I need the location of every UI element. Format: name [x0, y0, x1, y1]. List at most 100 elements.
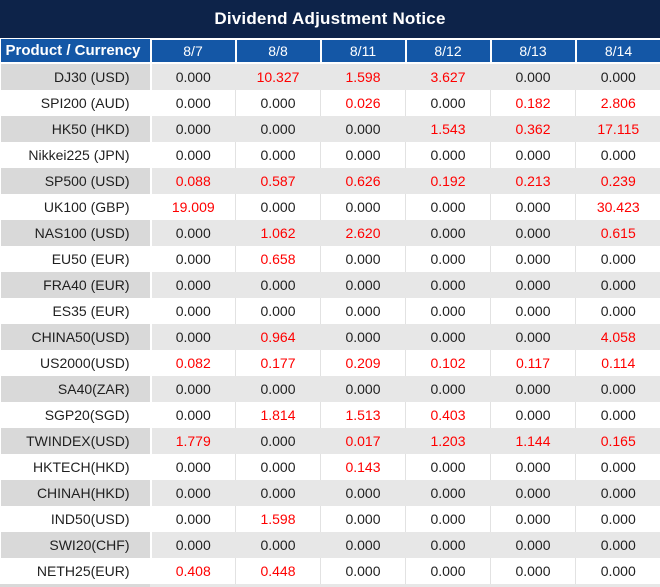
- value-cell: 0.615: [575, 220, 660, 246]
- value-cell: 0.964: [235, 324, 321, 350]
- value-cell: 0.117: [490, 350, 576, 376]
- value-cell: 0.000: [235, 142, 321, 168]
- value-cell: 0.000: [490, 194, 576, 220]
- value-cell: 0.209: [320, 350, 406, 376]
- value-cell: 0.000: [405, 506, 491, 532]
- value-cell: 0.143: [320, 454, 406, 480]
- value-cell: 0.088: [150, 168, 236, 194]
- column-header-date: 8/13: [489, 38, 576, 64]
- column-header-date: 8/14: [574, 38, 660, 64]
- product-cell: CHINAH(HKD): [0, 480, 152, 506]
- value-cell: 1.779: [150, 428, 236, 454]
- value-cell: 0.000: [575, 298, 660, 324]
- value-cell: 0.000: [405, 454, 491, 480]
- value-cell: 0.000: [150, 246, 236, 272]
- value-cell: 0.362: [490, 116, 576, 142]
- value-cell: 0.000: [150, 116, 236, 142]
- value-cell: 1.814: [235, 402, 321, 428]
- product-cell: TWINDEX(USD): [0, 428, 152, 454]
- value-cell: 0.000: [490, 246, 576, 272]
- value-cell: 0.000: [320, 298, 406, 324]
- product-cell: NAS100 (USD): [0, 220, 152, 246]
- value-cell: 4.058: [575, 324, 660, 350]
- value-cell: 0.000: [490, 272, 576, 298]
- table-row: US2000(USD) 0.082 0.177 0.209 0.102 0.117 0.11…: [0, 350, 660, 376]
- value-cell: 0.000: [575, 402, 660, 428]
- value-cell: 0.403: [405, 402, 491, 428]
- value-cell: 0.000: [405, 90, 491, 116]
- value-cell: 10.327: [235, 63, 321, 90]
- table-body: DJ30 (USD) 0.000 10.327 1.598 3.627 0.000 0.00…: [0, 63, 660, 584]
- table-row: FRA40 (EUR) 0.000 0.000 0.000 0.000 0.000 0.00…: [0, 272, 660, 298]
- value-cell: 1.513: [320, 402, 406, 428]
- value-cell: 0.000: [235, 298, 321, 324]
- value-cell: 0.114: [575, 350, 660, 376]
- value-cell: 0.000: [150, 272, 236, 298]
- value-cell: 0.182: [490, 90, 576, 116]
- value-cell: 0.000: [320, 246, 406, 272]
- product-cell: SGP20(SGD): [0, 402, 152, 428]
- value-cell: 0.000: [490, 220, 576, 246]
- value-cell: 0.000: [320, 506, 406, 532]
- product-cell: DJ30 (USD): [0, 63, 152, 90]
- value-cell: 0.000: [320, 558, 406, 584]
- column-header-date: 8/8: [234, 38, 321, 64]
- table-row: SA40(ZAR) 0.000 0.000 0.000 0.000 0.000 0.000: [0, 376, 660, 402]
- table-row: NAS100 (USD) 0.000 1.062 2.620 0.000 0.000 0.6…: [0, 220, 660, 246]
- value-cell: 0.000: [405, 324, 491, 350]
- value-cell: 0.213: [490, 168, 576, 194]
- product-cell: CHINA50(USD): [0, 324, 152, 350]
- table-row: IND50(USD) 0.000 1.598 0.000 0.000 0.000 0.000: [0, 506, 660, 532]
- value-cell: 0.000: [405, 298, 491, 324]
- value-cell: 0.000: [490, 298, 576, 324]
- value-cell: 1.203: [405, 428, 491, 454]
- value-cell: 0.000: [320, 376, 406, 402]
- value-cell: 0.587: [235, 168, 321, 194]
- value-cell: 0.000: [235, 116, 321, 142]
- value-cell: 0.000: [150, 142, 236, 168]
- value-cell: 0.000: [150, 454, 236, 480]
- value-cell: 0.000: [320, 480, 406, 506]
- value-cell: 0.000: [575, 142, 660, 168]
- value-cell: 1.144: [490, 428, 576, 454]
- value-cell: 0.000: [235, 532, 321, 558]
- bottom-sliver-product-cell: [0, 584, 150, 587]
- value-cell: 0.000: [235, 272, 321, 298]
- value-cell: 1.543: [405, 116, 491, 142]
- value-cell: 0.102: [405, 350, 491, 376]
- table-row: ES35 (EUR) 0.000 0.000 0.000 0.000 0.000 0.000: [0, 298, 660, 324]
- value-cell: 1.598: [320, 63, 406, 90]
- value-cell: 0.000: [575, 454, 660, 480]
- value-cell: 0.000: [490, 506, 576, 532]
- table-row: UK100 (GBP) 19.009 0.000 0.000 0.000 0.000 30.…: [0, 194, 660, 220]
- column-header-date: 8/11: [319, 38, 406, 64]
- table-row: Nikkei225 (JPN) 0.000 0.000 0.000 0.000 0.000…: [0, 142, 660, 168]
- table-row: EU50 (EUR) 0.000 0.658 0.000 0.000 0.000 0.000: [0, 246, 660, 272]
- table-row: TWINDEX(USD) 1.779 0.000 0.017 1.203 1.144 0.1…: [0, 428, 660, 454]
- value-cell: 0.082: [150, 350, 236, 376]
- notice-title-bar: Dividend Adjustment Notice: [0, 0, 660, 38]
- value-cell: 0.000: [320, 272, 406, 298]
- value-cell: 0.000: [490, 402, 576, 428]
- table-row: SGP20(SGD) 0.000 1.814 1.513 0.403 0.000 0.000: [0, 402, 660, 428]
- value-cell: 0.000: [150, 480, 236, 506]
- value-cell: 0.000: [405, 376, 491, 402]
- product-cell: ES35 (EUR): [0, 298, 152, 324]
- value-cell: 0.000: [150, 376, 236, 402]
- product-cell: SWI20(CHF): [0, 532, 152, 558]
- value-cell: 0.000: [150, 298, 236, 324]
- table-row: SPI200 (AUD) 0.000 0.000 0.026 0.000 0.182 2.8…: [0, 90, 660, 116]
- table-row: NETH25(EUR) 0.408 0.448 0.000 0.000 0.000 0.00…: [0, 558, 660, 584]
- table-row: DJ30 (USD) 0.000 10.327 1.598 3.627 0.000 0.00…: [0, 63, 660, 90]
- value-cell: 0.000: [405, 532, 491, 558]
- product-cell: SPI200 (AUD): [0, 90, 152, 116]
- value-cell: 0.000: [575, 376, 660, 402]
- value-cell: 0.448: [235, 558, 321, 584]
- value-cell: 0.000: [405, 480, 491, 506]
- value-cell: 0.000: [405, 194, 491, 220]
- value-cell: 0.165: [575, 428, 660, 454]
- product-cell: HK50 (HKD): [0, 116, 152, 142]
- value-cell: 0.000: [575, 558, 660, 584]
- value-cell: 0.239: [575, 168, 660, 194]
